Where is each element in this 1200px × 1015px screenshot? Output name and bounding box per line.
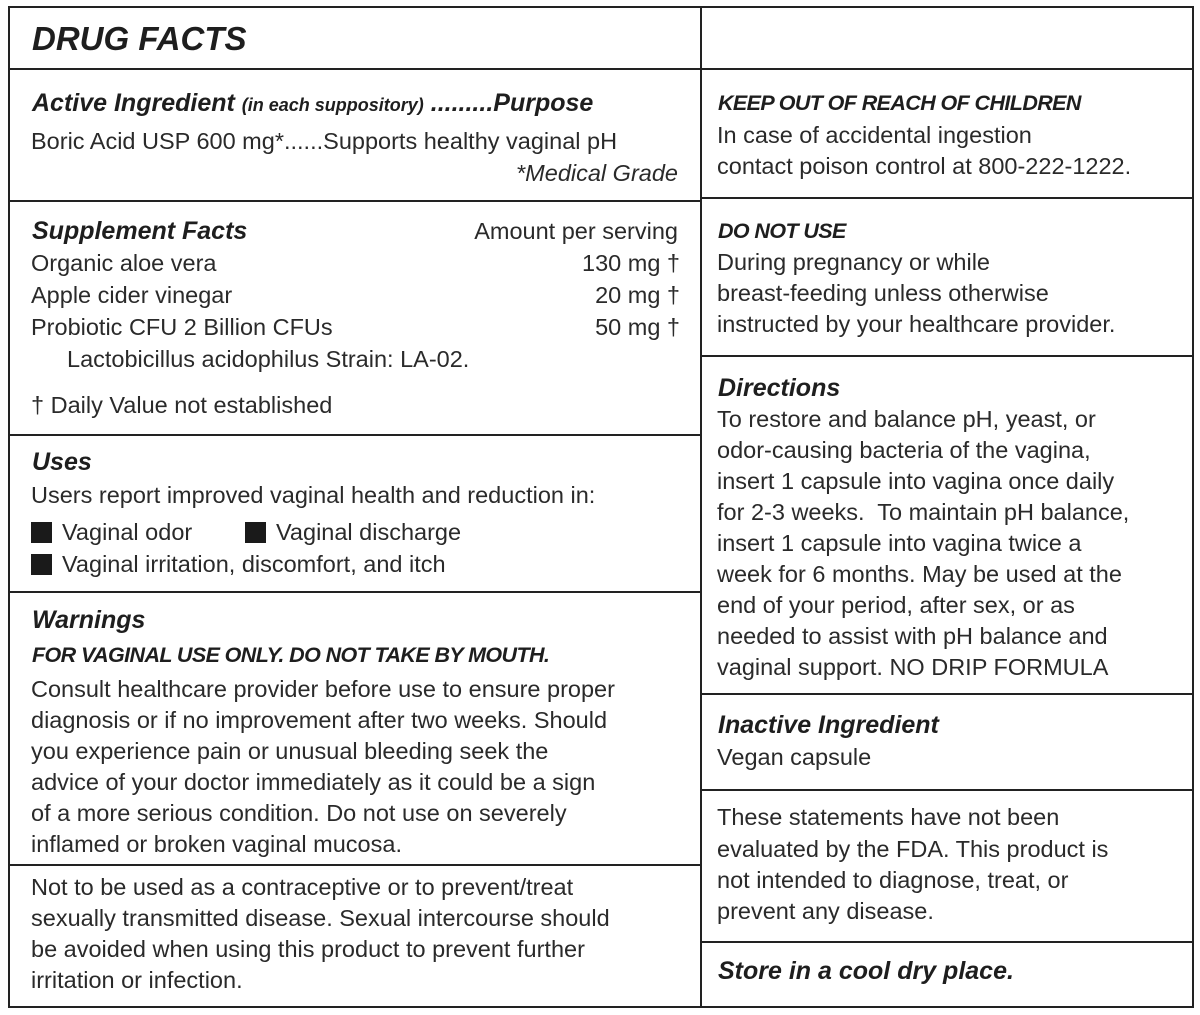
divider [700, 789, 1194, 791]
active-ingredient-line: Boric Acid USP 600 mg*......Supports hea… [31, 128, 618, 154]
inactive-line: Vegan capsule [717, 744, 872, 770]
supplement-amount: 50 mg † [595, 314, 680, 340]
supplement-amount: 20 mg † [595, 282, 680, 308]
directions-line: needed to assist with pH balance and [717, 623, 1108, 649]
divider [700, 355, 1194, 357]
warning-line: Consult healthcare provider before use t… [31, 676, 615, 702]
divider [8, 864, 702, 866]
keep-out-heading: KEEP OUT OF REACH OF CHILDREN [718, 91, 1081, 115]
use-item: Vaginal irritation, discomfort, and itch [62, 551, 446, 577]
amount-header: Amount per serving [474, 218, 678, 244]
storage-note: Store in a cool dry place. [718, 957, 1014, 985]
warning-line: diagnosis or if no improvement after two… [31, 707, 608, 733]
directions-heading: Directions [718, 374, 841, 402]
purpose-heading: .........Purpose [423, 89, 594, 117]
warning-line: inflamed or broken vaginal mucosa. [31, 831, 402, 857]
use-item: Vaginal odor [62, 519, 193, 545]
divider [700, 941, 1194, 943]
bullet-square-icon [245, 522, 266, 543]
divider [8, 68, 1194, 70]
column-divider [700, 6, 702, 1008]
directions-line: for 2-3 weeks. To maintain pH balance, [717, 499, 1130, 525]
directions-line: odor-causing bacteria of the vagina, [717, 437, 1091, 463]
directions-line: vaginal support. NO DRIP FORMULA [717, 654, 1109, 680]
warnings-heading: Warnings [32, 606, 146, 634]
directions-line: end of your period, after sex, or as [717, 592, 1075, 618]
divider [700, 197, 1194, 199]
supplement-name: Probiotic CFU 2 Billion CFUs [31, 314, 333, 340]
medical-grade-note: *Medical Grade [516, 160, 678, 186]
do-not-use-heading: DO NOT USE [718, 219, 846, 243]
uses-intro: Users report improved vaginal health and… [31, 482, 596, 508]
bullet-square-icon [31, 554, 52, 575]
contraceptive-line: Not to be used as a contraceptive or to … [31, 874, 574, 900]
contraceptive-line: be avoided when using this product to pr… [31, 936, 585, 962]
directions-line: To restore and balance pH, yeast, or [717, 406, 1096, 432]
fda-line: not intended to diagnose, treat, or [717, 867, 1069, 893]
keep-out-line: contact poison control at 800-222-1222. [717, 153, 1132, 179]
do-not-use-line: breast-feeding unless otherwise [717, 280, 1049, 306]
active-heading-text: Active Ingredient [32, 89, 235, 117]
directions-line: insert 1 capsule into vagina twice a [717, 530, 1082, 556]
use-item: Vaginal discharge [276, 519, 462, 545]
contraceptive-line: sexually transmitted disease. Sexual int… [31, 905, 610, 931]
fda-line: These statements have not been [717, 804, 1060, 830]
divider [8, 591, 702, 593]
probiotic-strain: Lactobicillus acidophilus Strain: LA-02. [67, 346, 470, 372]
directions-line: insert 1 capsule into vagina once daily [717, 468, 1115, 494]
fda-line: prevent any disease. [717, 898, 934, 924]
do-not-use-line: instructed by your healthcare provider. [717, 311, 1116, 337]
divider [8, 200, 702, 202]
warning-line: of a more serious condition. Do not use … [31, 800, 567, 826]
page-title: DRUG FACTS [32, 20, 247, 57]
bullet-square-icon [31, 522, 52, 543]
active-ingredient-heading: Active Ingredient (in each suppository) … [32, 87, 593, 119]
drug-facts-panel [8, 6, 1194, 1008]
warnings-caps: FOR VAGINAL USE ONLY. DO NOT TAKE BY MOU… [32, 643, 550, 667]
divider [700, 693, 1194, 695]
warning-line: you experience pain or unusual bleeding … [31, 738, 549, 764]
directions-line: week for 6 months. May be used at the [717, 561, 1122, 587]
supplement-name: Apple cider vinegar [31, 282, 233, 308]
supplement-name: Organic aloe vera [31, 250, 217, 276]
daily-value-note: † Daily Value not established [31, 392, 333, 418]
active-heading-note: (in each suppository) [241, 95, 424, 115]
inactive-heading: Inactive Ingredient [718, 711, 939, 739]
do-not-use-line: During pregnancy or while [717, 249, 991, 275]
warning-line: advice of your doctor immediately as it … [31, 769, 596, 795]
contraceptive-line: irritation or infection. [31, 967, 243, 993]
keep-out-line: In case of accidental ingestion [717, 122, 1032, 148]
uses-heading: Uses [32, 448, 92, 476]
divider [8, 434, 702, 436]
supplement-heading: Supplement Facts [32, 217, 248, 245]
fda-line: evaluated by the FDA. This product is [717, 836, 1109, 862]
supplement-amount: 130 mg † [582, 250, 680, 276]
